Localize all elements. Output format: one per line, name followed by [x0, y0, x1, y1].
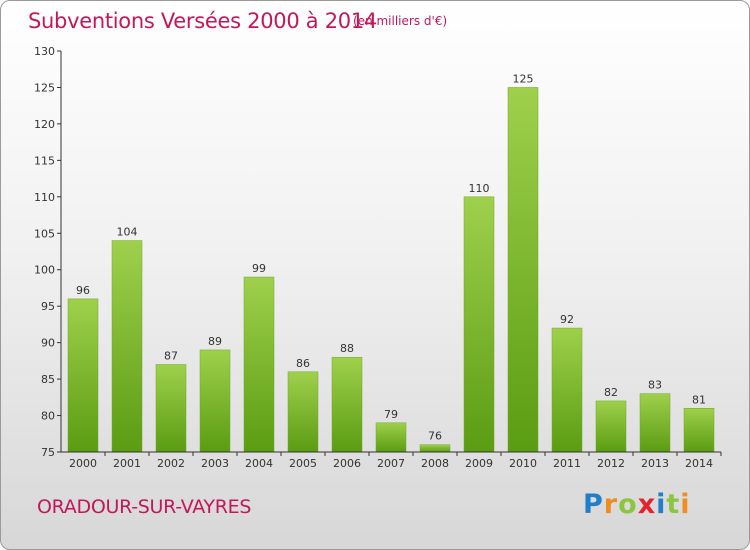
bar-2006	[331, 356, 363, 453]
logo-letter: i	[656, 489, 667, 520]
commune-name: ORADOUR-SUR-VAYRES	[37, 496, 252, 518]
x-tick-label: 2014	[685, 457, 713, 470]
x-tick-label: 2004	[245, 457, 273, 470]
y-tick-label: 75	[41, 446, 55, 459]
logo-letter: x	[637, 489, 657, 520]
data-label: 89	[208, 335, 222, 348]
proxiti-logo[interactable]: Proxiti	[583, 489, 691, 520]
y-tick-label: 85	[41, 373, 55, 386]
data-label: 110	[469, 182, 490, 195]
logo-letter: P	[583, 489, 604, 520]
x-tick-label: 2012	[597, 457, 625, 470]
x-tick-label: 2007	[377, 457, 405, 470]
x-tick-label: 2010	[509, 457, 537, 470]
logo-letter: t	[666, 489, 681, 520]
bar-2013	[639, 393, 671, 453]
bar-2009	[463, 196, 495, 453]
data-label: 79	[384, 408, 398, 421]
bar-2004	[243, 276, 275, 453]
data-label: 81	[692, 393, 706, 406]
bar-2014	[683, 408, 715, 453]
data-label: 83	[648, 379, 662, 392]
x-tick-label: 2005	[289, 457, 317, 470]
logo-letter: o	[618, 489, 638, 520]
logo-letter: r	[603, 489, 619, 520]
y-tick-label: 105	[34, 227, 55, 240]
bar-2007	[375, 422, 407, 453]
y-tick-label: 125	[34, 81, 55, 94]
y-tick-label: 80	[41, 410, 55, 423]
y-tick-label: 95	[41, 300, 55, 313]
x-tick-label: 2009	[465, 457, 493, 470]
y-tick-label: 120	[34, 118, 55, 131]
data-label: 86	[296, 357, 310, 370]
x-tick-label: 2001	[113, 457, 141, 470]
data-label: 104	[117, 226, 138, 239]
x-tick-label: 2006	[333, 457, 361, 470]
data-label: 87	[164, 350, 178, 363]
x-tick-label: 2002	[157, 457, 185, 470]
bar-2000	[67, 298, 99, 453]
bar-2002	[155, 364, 187, 453]
data-label: 96	[76, 284, 90, 297]
y-tick-label: 100	[34, 264, 55, 277]
data-label: 99	[252, 262, 266, 275]
chart-title: Subventions Versées 2000 à 2014	[28, 9, 377, 33]
x-tick-label: 2013	[641, 457, 669, 470]
data-label: 82	[604, 386, 618, 399]
data-label: 92	[560, 313, 574, 326]
y-tick-label: 110	[34, 191, 55, 204]
bar-2001	[111, 240, 143, 453]
x-tick-label: 2008	[421, 457, 449, 470]
data-label: 76	[428, 430, 442, 443]
data-label: 125	[513, 72, 534, 85]
logo-letter: i	[680, 489, 691, 520]
x-tick-label: 2011	[553, 457, 581, 470]
y-tick-label: 115	[34, 154, 55, 167]
bar-2008	[419, 444, 451, 453]
bar-2003	[199, 349, 231, 453]
x-tick-label: 2003	[201, 457, 229, 470]
x-tick-label: 2000	[69, 457, 97, 470]
bar-2012	[595, 400, 627, 453]
bar-2010	[507, 87, 539, 453]
bar-2005	[287, 371, 319, 453]
chart-subtitle: (en milliers d'€)	[353, 14, 448, 28]
bar-2011	[551, 327, 583, 453]
data-label: 88	[340, 342, 354, 355]
y-tick-label: 130	[34, 45, 55, 58]
y-tick-label: 90	[41, 337, 55, 350]
